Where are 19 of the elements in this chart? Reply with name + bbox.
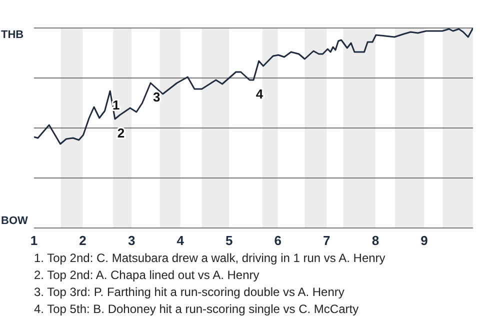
x-tick-label: 9 <box>420 233 428 248</box>
text: 2. Top 2nd: A. Chapa lined out vs A. Henry <box>34 267 260 284</box>
x-tick-label: 2 <box>79 233 86 248</box>
x-tick-label: 6 <box>274 233 282 248</box>
annotation: 3 <box>152 90 160 105</box>
text: BOW <box>1 214 28 228</box>
text: THB <box>1 28 24 42</box>
annotation: 2 <box>117 126 125 141</box>
x-tick-label: 1 <box>30 233 38 248</box>
x-tick-label: 3 <box>128 233 136 248</box>
annotation: 4 <box>256 86 264 102</box>
x-tick-label: 8 <box>372 233 380 248</box>
text: 4. Top 5th: B. Dohoney hit a run-scoring single vs C. McCarty <box>34 301 360 318</box>
text: 1. Top 2nd: C. Matsubara drew a walk, driving in 1 run vs A. Henry <box>34 250 386 267</box>
x-tick-label: 5 <box>225 233 233 248</box>
x-tick-label: 4 <box>176 233 185 248</box>
annotation: 1 <box>112 98 120 113</box>
text: 3. Top 3rd: P. Farthing hit a run-scoring double vs A. Henry <box>34 284 346 301</box>
x-tick-label: 7 <box>323 233 330 248</box>
